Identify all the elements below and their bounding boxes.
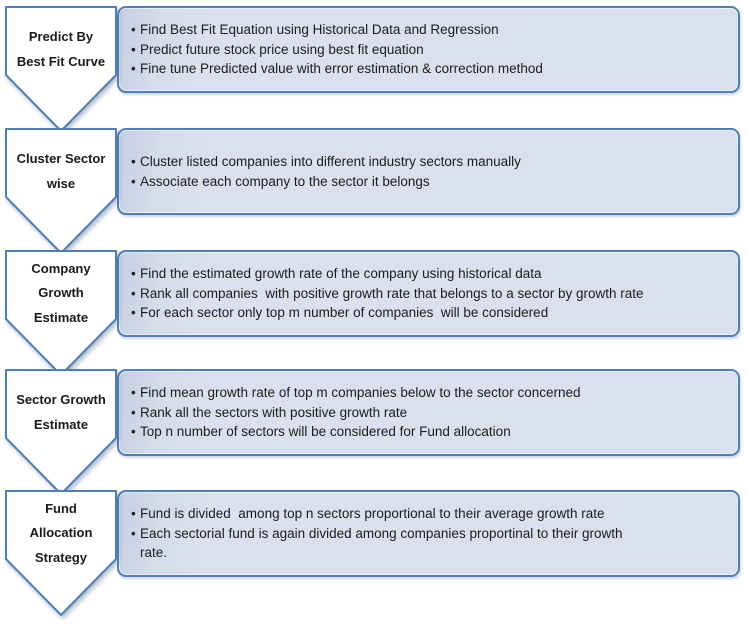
bullet-text: Find mean growth rate of top m companies… xyxy=(140,385,581,401)
bullet-dot-icon: • xyxy=(131,404,136,420)
bullet-text: Associate each company to the sector it … xyxy=(140,173,430,189)
bullet-item: • Associate each company to the sector it… xyxy=(131,172,521,192)
bullet-item: • Cluster listed companies into different… xyxy=(131,152,521,172)
bullet-dot-icon: • xyxy=(131,41,136,57)
stage-content-box: • Cluster listed companies into different… xyxy=(117,128,740,215)
bullet-text: Each sectorial fund is again divided amo… xyxy=(140,525,623,561)
bullet-dot-icon: • xyxy=(131,525,136,541)
bullet-text: Top n number of sectors will be consider… xyxy=(140,424,511,440)
bullet-dot-icon: • xyxy=(131,305,136,321)
bullet-text: Find the estimated growth rate of the co… xyxy=(140,266,542,282)
stage-content-box: • Find mean growth rate of top m companie… xyxy=(117,369,740,456)
bullet-item: • Fund is divided among top n sectors pro… xyxy=(131,504,623,524)
bullet-item: • Each sectorial fund is again divided am… xyxy=(131,524,623,563)
bullet-dot-icon: • xyxy=(131,266,136,282)
bullet-item: • Find the estimated growth rate of the c… xyxy=(131,264,644,284)
bullet-list: • Fund is divided among top n sectors pro… xyxy=(131,504,623,563)
bullet-text: Predict future stock price using best fi… xyxy=(140,41,424,57)
bullet-text: Rank all companies with positive growth … xyxy=(140,285,644,301)
bullet-dot-icon: • xyxy=(131,424,136,440)
bullet-dot-icon: • xyxy=(131,385,136,401)
stage-label: Company Growth Estimate xyxy=(31,261,91,325)
down-arrow-icon xyxy=(5,6,117,133)
down-arrow-icon xyxy=(5,490,117,617)
bullet-item: • Find Best Fit Equation using Historical… xyxy=(131,20,543,40)
bullet-item: • Rank all companies with positive growth… xyxy=(131,284,644,304)
bullet-dot-icon: • xyxy=(131,22,136,38)
bullet-text: Fund is divided among top n sectors prop… xyxy=(140,506,605,522)
bullet-item: • Fine tune Predicted value with error es… xyxy=(131,59,543,79)
bullet-dot-icon: • xyxy=(131,506,136,522)
bullet-text: Find Best Fit Equation using Historical … xyxy=(140,22,499,38)
stage-label: Sector Growth Estimate xyxy=(16,392,106,432)
bullet-text: Rank all the sectors with positive growt… xyxy=(140,404,408,420)
stage-label: Fund Allocation Strategy xyxy=(29,501,93,565)
down-arrow-icon xyxy=(5,250,117,377)
process-stage-row: Company Growth Estimate • Find the estima… xyxy=(5,250,740,376)
bullet-list: • Find mean growth rate of top m companie… xyxy=(131,383,580,442)
process-stage-row: Cluster Sector wise • Cluster listed comp… xyxy=(5,128,740,254)
bullet-dot-icon: • xyxy=(131,285,136,301)
bullet-item: • Rank all the sectors with positive grow… xyxy=(131,403,580,423)
down-arrow-icon xyxy=(5,369,117,496)
bullet-text: Cluster listed companies into different … xyxy=(140,153,521,169)
stage-label: Predict By Best Fit Curve xyxy=(16,29,106,69)
bullet-dot-icon: • xyxy=(131,61,136,77)
process-stage-row: Predict By Best Fit Curve • Find Best Fit… xyxy=(5,6,740,132)
bullet-item: • Predict future stock price using best f… xyxy=(131,40,543,60)
stage-content-box: • Fund is divided among top n sectors pro… xyxy=(117,490,740,577)
process-stage-row: Sector Growth Estimate • Find mean growth… xyxy=(5,369,740,495)
bullet-item: • Top n number of sectors will be conside… xyxy=(131,422,580,442)
bullet-dot-icon: • xyxy=(131,173,136,189)
stage-content-box: • Find the estimated growth rate of the c… xyxy=(117,250,740,337)
bullet-item: • Find mean growth rate of top m companie… xyxy=(131,383,580,403)
process-stage-row: Fund Allocation Strategy • Fund is divide… xyxy=(5,490,740,616)
bullet-list: • Cluster listed companies into different… xyxy=(131,152,521,191)
stage-label: Cluster Sector wise xyxy=(16,151,106,191)
bullet-item: • For each sector only top m number of co… xyxy=(131,303,644,323)
bullet-list: • Find Best Fit Equation using Historical… xyxy=(131,20,543,79)
stage-content-box: • Find Best Fit Equation using Historical… xyxy=(117,6,740,93)
bullet-text: Fine tune Predicted value with error est… xyxy=(140,61,543,77)
bullet-dot-icon: • xyxy=(131,153,136,169)
bullet-text: For each sector only top m number of com… xyxy=(140,305,549,321)
down-arrow-icon xyxy=(5,128,117,255)
bullet-list: • Find the estimated growth rate of the c… xyxy=(131,264,644,323)
